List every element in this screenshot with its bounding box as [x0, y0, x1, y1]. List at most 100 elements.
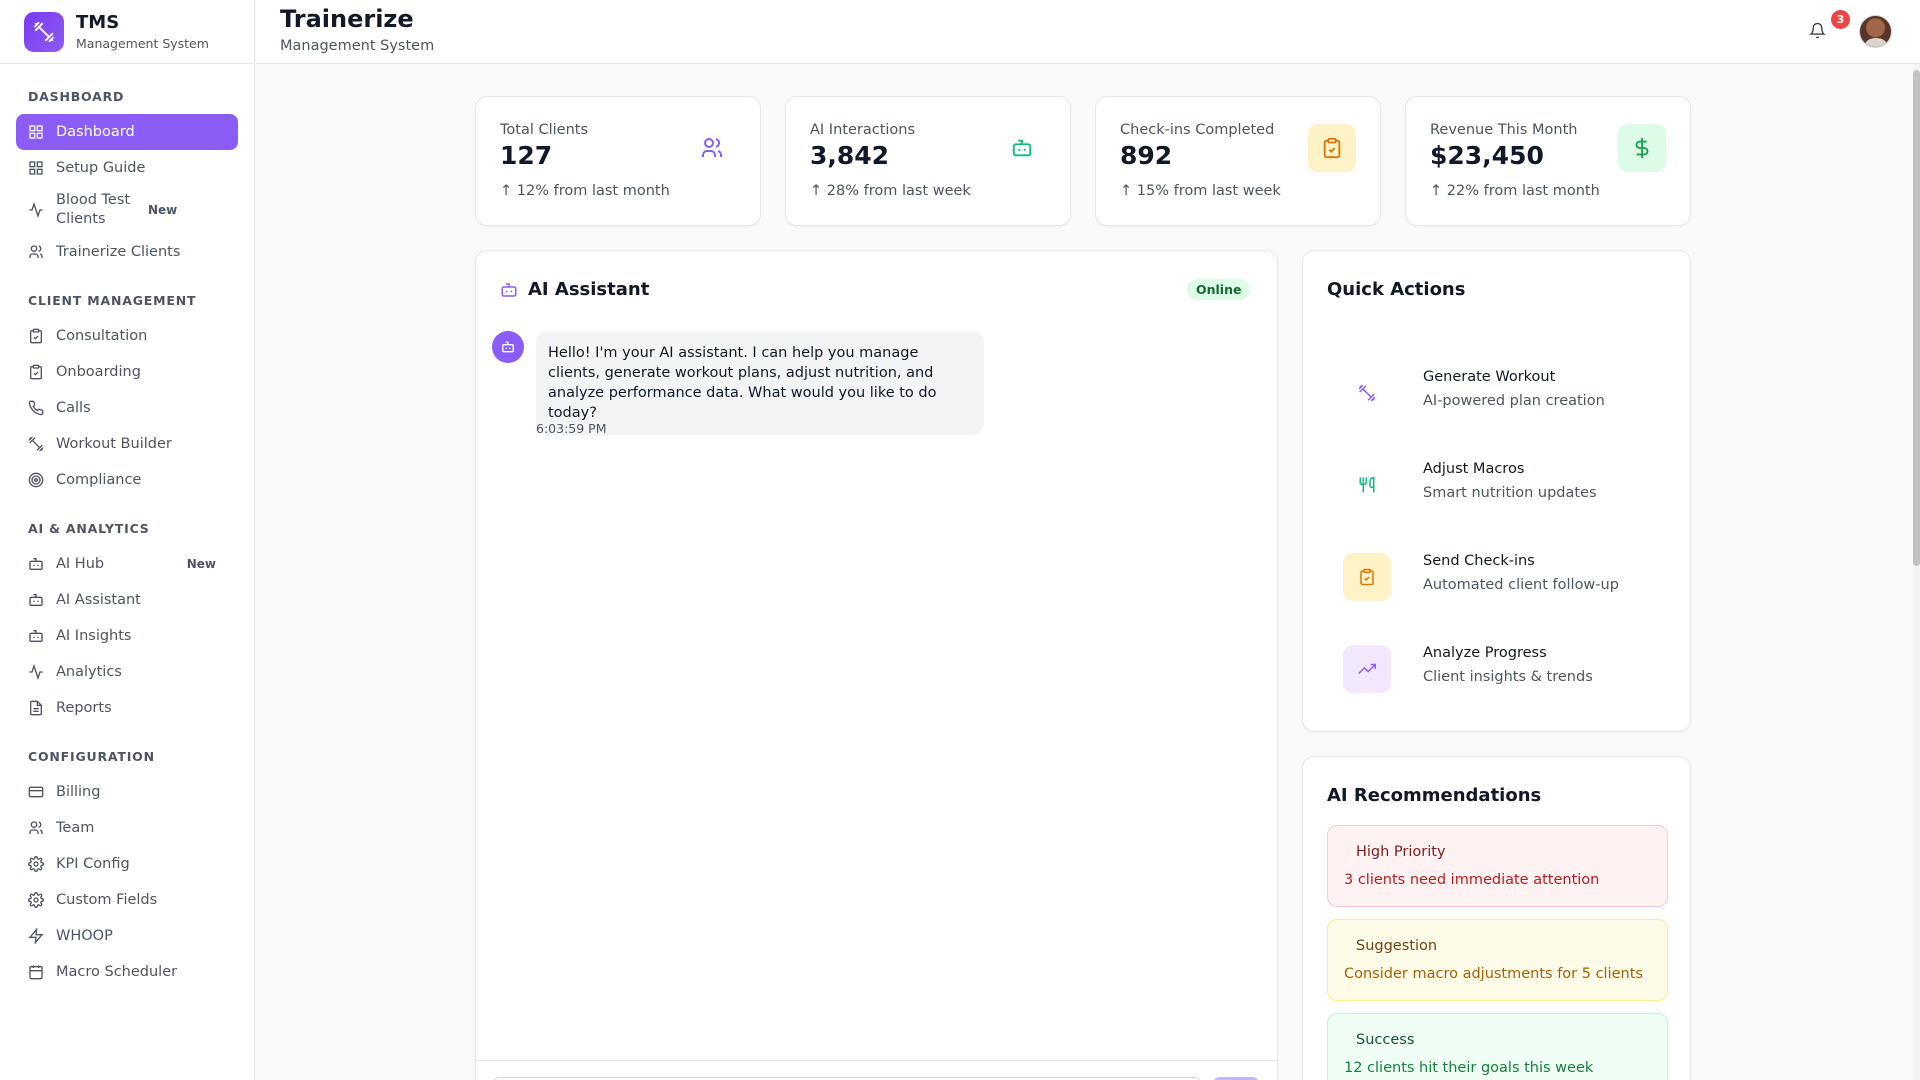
- sidebar-item-label: Consultation: [56, 327, 148, 344]
- sidebar-item-label: Dashboard: [56, 123, 135, 140]
- stat-card-total-clients: Total Clients 127 ↑ 12% from last month: [475, 96, 761, 226]
- zap-icon: [28, 928, 44, 944]
- stat-change: ↑ 15% from last week: [1120, 183, 1281, 199]
- ai-recommendations-title: AI Recommendations: [1327, 785, 1542, 806]
- status-badge: Online: [1187, 279, 1251, 300]
- sidebar-item-ai-insights[interactable]: AI Insights: [16, 618, 238, 654]
- sidebar-item-label: Trainerize Clients: [56, 243, 181, 260]
- credit-card-icon: [28, 784, 44, 800]
- sidebar-item-label: AI Assistant: [56, 591, 141, 608]
- sidebar-item-macro-scheduler[interactable]: Macro Scheduler: [16, 954, 238, 990]
- stat-label: Revenue This Month: [1430, 122, 1578, 138]
- page-title: Trainerize: [280, 5, 414, 33]
- activity-icon: [28, 664, 44, 680]
- clipboard-check-icon: [1308, 124, 1356, 172]
- phone-icon: [28, 400, 44, 416]
- brand[interactable]: TMS Management System: [0, 0, 254, 64]
- gear-icon: [28, 856, 44, 872]
- sidebar-item-onboarding[interactable]: Onboarding: [16, 354, 238, 390]
- stat-change: ↑ 12% from last month: [500, 183, 670, 199]
- sidebar-item-workout-builder[interactable]: Workout Builder: [16, 426, 238, 462]
- sidebar: TMS Management System DASHBOARD Dashboar…: [0, 0, 255, 1080]
- sidebar-item-ai-hub[interactable]: AI Hub New: [16, 546, 238, 582]
- sidebar-item-whoop[interactable]: WHOOP: [16, 918, 238, 954]
- utensils-icon: [1343, 461, 1391, 509]
- sidebar-item-consultation[interactable]: Consultation: [16, 318, 238, 354]
- sidebar-item-setup-guide[interactable]: Setup Guide: [16, 150, 238, 186]
- sidebar-item-blood-test-clients[interactable]: Blood Test Clients New: [16, 186, 238, 234]
- sidebar-item-analytics[interactable]: Analytics: [16, 654, 238, 690]
- sidebar-item-label: Reports: [56, 699, 112, 716]
- brand-title: TMS: [76, 11, 120, 33]
- grid-icon: [28, 124, 44, 140]
- quick-action-subtitle: AI-powered plan creation: [1423, 393, 1605, 409]
- sidebar-item-team[interactable]: Team: [16, 810, 238, 846]
- quick-action-send-check-ins[interactable]: Send Check-ins Automated client follow-u…: [1319, 539, 1659, 611]
- quick-action-subtitle: Automated client follow-up: [1423, 577, 1619, 593]
- recommendation-text: 3 clients need immediate attention: [1344, 872, 1600, 888]
- quick-action-adjust-macros[interactable]: Adjust Macros Smart nutrition updates: [1319, 447, 1659, 519]
- section-title-client-management: CLIENT MANAGEMENT: [28, 292, 197, 308]
- recommendation-title: Success: [1356, 1032, 1415, 1048]
- recommendation-title: Suggestion: [1356, 938, 1438, 954]
- send-button[interactable]: [1212, 1077, 1260, 1080]
- sidebar-item-compliance[interactable]: Compliance: [16, 462, 238, 498]
- bot-icon: [28, 556, 44, 572]
- sidebar-item-label: AI Hub: [56, 555, 105, 572]
- ai-assistant-panel: AI Assistant Online Hello! I'm your AI a…: [475, 250, 1278, 1080]
- quick-action-generate-workout[interactable]: Generate Workout AI-powered plan creatio…: [1319, 355, 1659, 427]
- sidebar-item-custom-fields[interactable]: Custom Fields: [16, 882, 238, 918]
- sidebar-item-dashboard[interactable]: Dashboard: [16, 114, 238, 150]
- user-avatar[interactable]: [1859, 15, 1892, 48]
- sidebar-item-ai-assistant[interactable]: AI Assistant: [16, 582, 238, 618]
- bot-icon: [500, 281, 518, 303]
- grid-icon: [28, 160, 44, 176]
- activity-icon: [28, 202, 44, 218]
- bell-icon[interactable]: [1808, 18, 1833, 46]
- sidebar-item-trainerize-clients[interactable]: Trainerize Clients: [16, 234, 238, 270]
- sidebar-item-label: Compliance: [56, 471, 142, 488]
- new-badge: New: [148, 203, 178, 217]
- sidebar-item-calls[interactable]: Calls: [16, 390, 238, 426]
- sidebar-item-kpi-config[interactable]: KPI Config: [16, 846, 238, 882]
- file-icon: [28, 700, 44, 716]
- main-scrollbar[interactable]: [1913, 64, 1920, 1080]
- quick-actions-title: Quick Actions: [1327, 279, 1466, 300]
- dumbbell-icon: [28, 436, 44, 452]
- quick-action-title: Adjust Macros: [1423, 461, 1525, 477]
- section-title-dashboard: DASHBOARD: [28, 88, 125, 104]
- sidebar-item-label: Calls: [56, 399, 91, 416]
- message-timestamp: 6:03:59 PM: [536, 421, 607, 436]
- recommendation-text: Consider macro adjustments for 5 clients: [1344, 966, 1643, 982]
- quick-actions-panel: Quick Actions Generate Workout AI-powere…: [1302, 250, 1691, 732]
- stat-value: 127: [500, 141, 553, 170]
- dumbbell-logo-icon: [24, 11, 64, 52]
- bot-icon: [998, 124, 1046, 172]
- users-icon: [28, 820, 44, 836]
- target-icon: [28, 472, 44, 488]
- sidebar-item-reports[interactable]: Reports: [16, 690, 238, 726]
- scrollbar-thumb[interactable]: [1913, 70, 1920, 566]
- sidebar-item-label: Custom Fields: [56, 891, 158, 908]
- gear-icon: [28, 892, 44, 908]
- stat-card-revenue: Revenue This Month $23,450 ↑ 22% from la…: [1405, 96, 1691, 226]
- quick-action-subtitle: Smart nutrition updates: [1423, 485, 1597, 501]
- bot-avatar-icon: [492, 331, 524, 363]
- stat-value: 892: [1120, 141, 1173, 170]
- recommendation-suggestion[interactable]: Suggestion Consider macro adjustments fo…: [1327, 919, 1668, 1001]
- section-title-ai-analytics: AI & ANALYTICS: [28, 520, 150, 536]
- ai-recommendations-panel: AI Recommendations High Priority 3 clien…: [1302, 756, 1691, 1080]
- brand-subtitle: Management System: [76, 35, 209, 51]
- sidebar-item-label: AI Insights: [56, 627, 132, 644]
- clipboard-check-icon: [1343, 553, 1391, 601]
- users-icon: [688, 124, 736, 172]
- stat-change: ↑ 28% from last week: [810, 183, 971, 199]
- recommendation-success[interactable]: Success 12 clients hit their goals this …: [1327, 1013, 1668, 1080]
- calendar-icon: [28, 964, 44, 980]
- sidebar-item-label: Team: [56, 819, 95, 836]
- assistant-message: Hello! I'm your AI assistant. I can help…: [536, 331, 984, 435]
- sidebar-item-billing[interactable]: Billing: [16, 774, 238, 810]
- quick-action-title: Generate Workout: [1423, 369, 1556, 385]
- recommendation-high-priority[interactable]: High Priority 3 clients need immediate a…: [1327, 825, 1668, 907]
- quick-action-analyze-progress[interactable]: Analyze Progress Client insights & trend…: [1319, 631, 1659, 703]
